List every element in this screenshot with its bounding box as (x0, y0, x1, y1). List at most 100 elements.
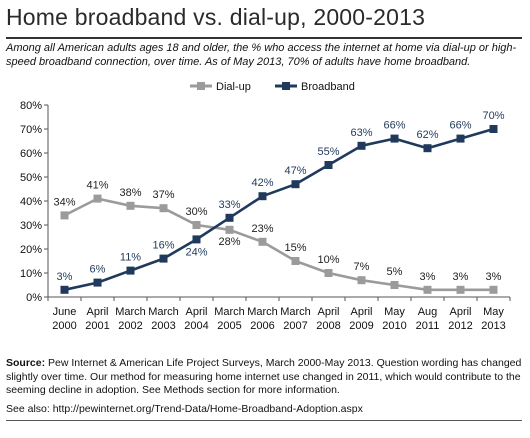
x-tick-label: March 2003 (148, 306, 179, 332)
y-tick-label: 60% (20, 148, 42, 160)
data-label-broadband: 24% (185, 246, 207, 258)
x-tick-label-year: 2008 (316, 320, 340, 332)
data-label-dial-up: 30% (185, 206, 207, 218)
data-point-dial-up (126, 201, 135, 210)
data-label-dial-up: 3% (420, 271, 436, 283)
x-tick-label-year: 2013 (481, 320, 505, 332)
data-point-dial-up (258, 237, 267, 246)
y-tick-label: 10% (20, 268, 42, 280)
x-tick-label-month: March (148, 306, 179, 318)
x-tick-label-year: 2010 (382, 320, 406, 332)
y-tick-label: 80% (20, 100, 42, 112)
x-tick-label: March 2005 (214, 306, 245, 332)
y-tick-label: 20% (20, 244, 42, 256)
x-tick-label-month: April (317, 306, 339, 318)
x-tick-label-year: 2000 (52, 320, 76, 332)
data-label-dial-up: 34% (53, 196, 75, 208)
y-tick-label: 50% (20, 172, 42, 184)
data-point-broadband (159, 254, 168, 263)
data-point-broadband (423, 144, 432, 153)
data-label-broadband: 63% (350, 127, 372, 139)
data-point-broadband (390, 134, 399, 143)
x-tick-label: May 2013 (481, 306, 505, 332)
data-point-broadband (324, 161, 333, 169)
data-label-broadband: 70% (482, 110, 504, 122)
x-tick-label-year: 2006 (250, 320, 274, 332)
data-point-dial-up (60, 211, 69, 220)
data-label-dial-up: 37% (152, 189, 174, 201)
line-chart: 0% 10% 20% 30% 40% 50% 60% 70% 80% June 2000 April 2… (20, 81, 511, 332)
see-also-link-text: See also: http://pewinternet.org/Trend-D… (6, 403, 363, 415)
legend-label: Broadband (301, 81, 355, 93)
x-tick-label-month: June (53, 306, 77, 318)
x-tick-label-month: March (247, 306, 278, 318)
x-tick-label-month: March (280, 306, 311, 318)
data-label-broadband: 6% (90, 264, 106, 276)
data-label-broadband: 11% (120, 252, 141, 264)
x-tick-label-year: 2003 (151, 320, 175, 332)
y-tick-label: 70% (20, 124, 42, 136)
chart-subtitle: Among all American adults ages 18 and ol… (6, 42, 517, 68)
data-point-broadband (126, 266, 135, 275)
legend-label: Dial-up (216, 81, 251, 93)
x-tick-label-year: 2001 (85, 320, 109, 332)
source-text: Pew Internet & American Life Project Sur… (6, 357, 522, 396)
x-tick-label-year: 2007 (283, 320, 307, 332)
x-tick-label: April 2009 (349, 306, 373, 332)
data-point-dial-up (423, 285, 432, 294)
title-divider (6, 37, 522, 39)
data-point-broadband (456, 134, 465, 143)
x-tick-label-year: 2005 (217, 320, 241, 332)
y-tick-label: 0% (26, 292, 42, 304)
x-tick-label-month: April (449, 306, 471, 318)
x-tick-label-month: March (214, 306, 245, 318)
x-tick-label-month: March (115, 306, 146, 318)
data-label-dial-up: 7% (354, 261, 370, 273)
chart-title: Home broadband vs. dial-up, 2000-2013 (6, 4, 426, 30)
data-point-dial-up (489, 285, 498, 294)
data-point-dial-up (192, 221, 201, 229)
x-tick-label: April 2008 (316, 306, 340, 332)
data-point-dial-up (390, 281, 399, 289)
data-label-dial-up: 41% (86, 180, 108, 192)
data-point-dial-up (357, 276, 366, 285)
series-line-broadband (64, 127, 494, 292)
source-label: Source: (6, 357, 46, 369)
data-label-dial-up: 23% (251, 223, 273, 235)
x-tick-label-month: Aug (418, 306, 438, 318)
legend-swatch-marker (282, 82, 290, 90)
bottom-divider (6, 420, 522, 421)
data-point-broadband (291, 180, 300, 189)
chart-legend: Dial-up Broadband (190, 81, 355, 93)
data-label-broadband: 66% (449, 120, 471, 132)
x-tick-label-month: April (185, 306, 207, 318)
data-label-dial-up: 28% (218, 236, 240, 248)
data-point-dial-up (324, 269, 333, 277)
chart-series (60, 125, 498, 294)
data-point-dial-up (225, 225, 234, 234)
chart-data-labels: 34% 41% 38% 37% 30% 28% 23% 15% 10% 7% 5% 3% 3% 3% 3% 6… (53, 110, 504, 283)
data-label-broadband: 66% (383, 120, 405, 132)
data-label-dial-up: 3% (453, 271, 469, 283)
x-tick-label-month: May (384, 306, 405, 318)
data-point-broadband (258, 192, 267, 201)
data-label-dial-up: 38% (119, 187, 141, 199)
y-tick-label: 40% (20, 196, 42, 208)
data-point-dial-up (291, 257, 300, 265)
data-point-dial-up (93, 194, 102, 203)
data-label-dial-up: 5% (387, 266, 403, 278)
x-tick-label-year: 2004 (184, 320, 208, 332)
x-tick-label: March 2006 (247, 306, 278, 332)
data-point-dial-up (159, 204, 168, 213)
x-tick-label: May 2010 (382, 306, 406, 332)
series-line-dial-up (63, 197, 494, 292)
data-label-broadband: 62% (416, 129, 438, 141)
x-tick-label: April 2001 (85, 306, 109, 332)
data-point-broadband (357, 141, 366, 150)
x-tick-label: March 2007 (280, 306, 311, 332)
x-tick-label-year: 2011 (416, 320, 440, 332)
data-label-dial-up: 3% (486, 271, 502, 283)
data-point-broadband (60, 285, 69, 294)
legend-swatch-marker (197, 82, 205, 90)
